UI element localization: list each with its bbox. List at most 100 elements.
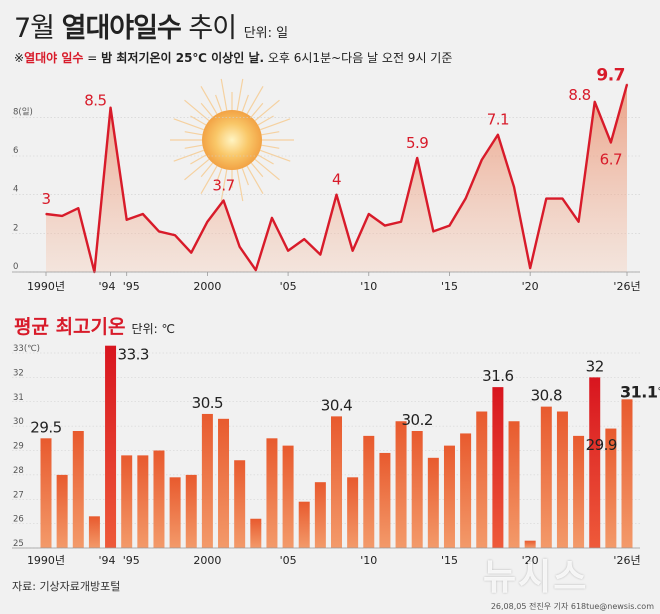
bar-xtick-label: '05 [280,554,297,567]
bar-xtick-label: '26년 [613,554,640,567]
sun-ray [200,165,218,194]
sun-ray [250,162,264,178]
area-ytick-label: 0 [13,262,18,272]
area-point [335,193,338,196]
sun-ray [261,144,280,149]
area-point [45,213,47,215]
area-fill [46,84,627,272]
sun-ray [241,94,249,113]
max-temperature-bar-chart: 25 26 27 28 29 30 31 32 33(℃) 1990년 '94 '95 2000 '05 '… [12,344,660,567]
sun-ray [254,158,280,181]
area-point [287,249,289,252]
bar [589,377,601,548]
bar [411,431,423,548]
sun-ray [246,86,264,115]
bar [540,406,552,548]
area-point [206,220,209,223]
bar-ytick-label: 33(℃) [13,344,40,354]
area-point [497,133,499,136]
bar [266,438,278,548]
area-ytick-label: 2 [13,223,18,233]
area-ytick-label: 4 [13,185,18,195]
bar-data-label-unit: ℃ [657,386,660,397]
bar [443,445,455,548]
sun-ray [215,167,223,186]
bar [427,457,439,548]
title-main: 열대야일수 [61,13,182,44]
watermark-logo: 뉴시스 [483,557,589,598]
sun-ray [190,115,207,126]
sun-ray [200,102,214,118]
bar [331,416,342,548]
bar [40,438,52,548]
sun-ray [261,131,280,136]
bar-xtick-label: '95 [123,554,140,567]
bar [379,452,391,548]
area-point [77,207,80,209]
bar [282,445,294,548]
area-point [238,246,241,248]
area-point [577,220,580,223]
area-xtick-label: 2000 [193,280,221,293]
bar [56,474,68,548]
bar [314,482,326,548]
title-month: 7월 [14,13,55,44]
area-data-label: 3 [41,190,50,208]
sun-ray [215,94,223,113]
bar [169,477,181,548]
area-point [626,83,628,86]
sun-disc [202,110,262,170]
bar-ytick-label: 28 [13,466,24,476]
area-point [593,101,596,103]
title-suffix: 추이 [188,13,237,44]
bar-ytick-label: 31 [13,393,24,403]
sun-ray [173,149,205,162]
bar-ytick-label: 26 [13,515,24,525]
area-xtick-label: '10 [360,280,377,293]
area-data-label: 4 [332,171,341,189]
definition-note: ※열대야 일수 = 밤 최저기온이 25℃ 이상인 날. 오후 6시1분~다음 … [14,49,452,66]
sun-ray [257,154,274,165]
area-point [109,106,112,109]
sun-ray [257,115,274,126]
bar [476,411,488,548]
sun-ray [246,165,264,194]
bar-data-label: 29.9 [586,436,617,454]
sun-ray [200,162,214,178]
note-prefix: ※ [14,51,25,65]
area-xtick-label: '20 [522,280,539,293]
area-data-label: 8.8 [568,86,590,104]
bar-xtick-label: 2000 [193,554,221,567]
chart-title: 7월 열대야일수 추이 단위: 일 [14,6,288,45]
bar-xtick-label: 1990년 [27,554,65,567]
bar-chart-title: 평균 최고기온 단위: ℃ [14,312,175,339]
area-ytick-label: 8(일) [13,107,33,117]
area-point [416,157,418,159]
area-xtick-label: '26년 [613,280,640,293]
bar-ytick-label: 30 [13,417,24,427]
area-point [190,251,193,254]
bar [395,421,407,548]
sun-ray [236,169,244,202]
area-point [480,159,483,161]
area-point [255,269,257,271]
bar-data-label: 31.1℃ [620,382,660,401]
area-xtick-label: 1990년 [27,280,65,293]
bar-data-label: 30.4 [321,396,352,414]
bar [347,477,359,548]
area-point [561,197,564,200]
area-point [222,199,225,202]
bar-title: 평균 최고기온 [14,316,126,338]
bar-ytick-label: 29 [13,442,24,452]
sun-ray [173,118,205,131]
area-data-label: 8.5 [84,92,106,110]
area-point [367,213,370,215]
sun-ray [220,78,228,111]
area-point [351,249,354,252]
bar-data-label: 33.3 [118,346,149,364]
title-unit: 단위: 일 [243,26,289,41]
sun-ray [184,131,203,136]
area-ytick-label: 6 [13,146,18,156]
bar [72,431,84,548]
